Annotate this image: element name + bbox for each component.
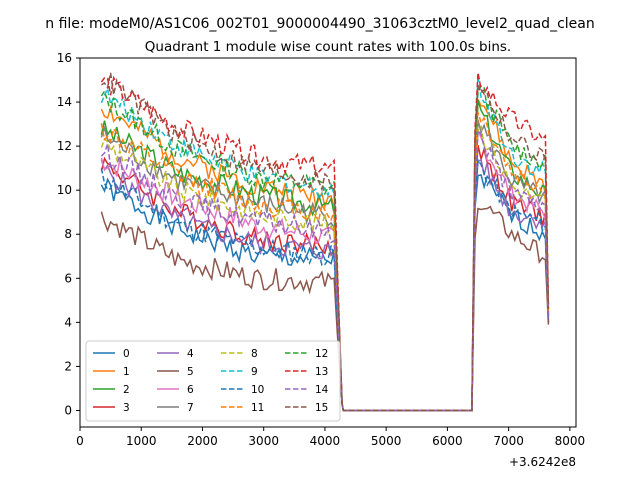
y-tick-label-4: 8 [64,227,72,241]
legend-label-15: 15 [315,402,328,414]
legend-label-14: 14 [315,384,329,396]
series-line-12 [100,85,550,412]
series-line-14 [100,128,550,412]
y-tick-label-7: 14 [57,95,72,109]
series-line-15 [101,72,550,412]
x-axis: 0 1000 2000 3000 4000 5000 6000 7000 8000 [76,427,585,448]
legend-label-10: 10 [251,384,264,396]
series-line-9 [100,75,550,412]
series-line-13 [100,72,550,412]
x-tick-label-6: 6000 [432,434,463,448]
legend-label-0: 0 [123,348,130,360]
y-tick-label-1: 2 [64,359,72,373]
series-line-11 [100,112,550,412]
series-line-5 [100,205,550,412]
y-tick-label-8: 16 [57,51,72,65]
series-line-8 [100,124,550,412]
legend-label-2: 2 [123,384,130,396]
y-tick-label-2: 4 [64,315,72,329]
legend-label-6: 6 [187,384,194,396]
y-tick-label-6: 12 [57,139,72,153]
series-line-1 [100,98,550,412]
legend-label-12: 12 [315,348,328,360]
legend-label-3: 3 [123,402,130,414]
legend-box [85,340,341,422]
x-tick-label-4: 4000 [310,434,341,448]
x-tick-label-3: 3000 [248,434,279,448]
x-tick-label-2: 2000 [187,434,218,448]
x-offset-label: +3.6242e8 [509,455,576,469]
y-axis: 0 2 4 6 8 10 12 14 16 [57,51,80,417]
x-tick-label-8: 8000 [555,434,586,448]
chart-file-title: n file: modeM0/AS1C06_002T01_9000004490_… [45,16,594,32]
series-line-10 [100,158,550,412]
legend-label-5: 5 [187,366,194,378]
x-tick-label-7: 7000 [493,434,524,448]
legend-label-13: 13 [315,366,328,378]
legend-label-7: 7 [187,402,194,414]
series-line-2 [100,99,550,412]
x-tick-label-5: 5000 [371,434,402,448]
x-tick-label-0: 0 [76,434,84,448]
y-tick-label-0: 0 [64,403,72,417]
legend-label-11: 11 [251,402,264,414]
legend-label-8: 8 [251,348,258,360]
x-tick-label-1: 1000 [126,434,157,448]
y-tick-label-3: 6 [64,271,72,285]
chart-title: Quadrant 1 module wise count rates with … [145,39,511,55]
legend-label-4: 4 [187,348,194,360]
legend-label-9: 9 [251,366,258,378]
series-layer [100,72,550,412]
y-tick-label-5: 10 [57,183,72,197]
legend-label-1: 1 [123,366,130,378]
plot-area-frame [79,57,577,428]
